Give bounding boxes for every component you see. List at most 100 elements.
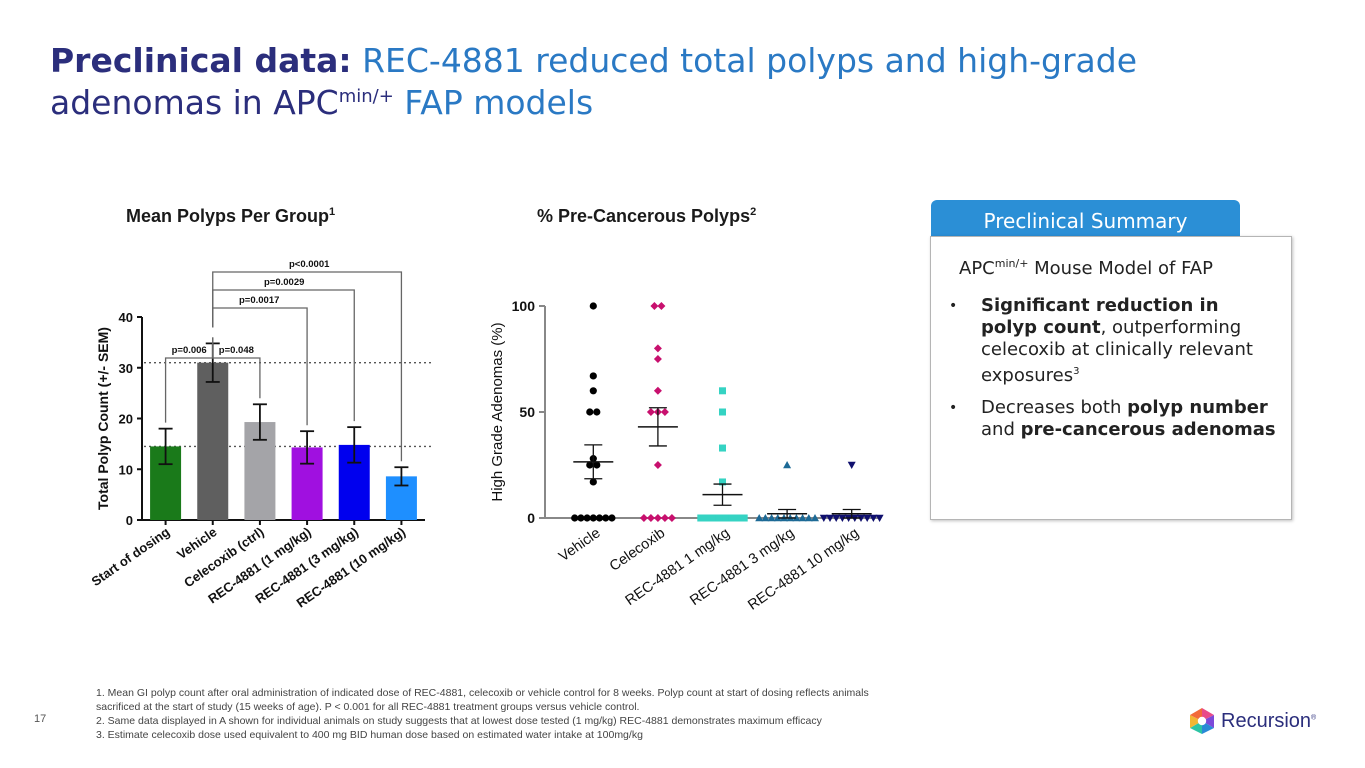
summary-heading-sup: min/+ xyxy=(994,257,1029,270)
scatter-point xyxy=(586,461,594,469)
footnotes: 1. Mean GI polyp count after oral admini… xyxy=(96,686,869,742)
scatter-chart-title-sup: 2 xyxy=(750,206,757,218)
scatter-point xyxy=(657,302,666,310)
summary-heading-a: APC xyxy=(959,258,995,279)
scatter-point xyxy=(577,514,585,522)
footnote-line: 3. Estimate celecoxib dose used equivale… xyxy=(96,729,643,741)
title-line2-sup: min/+ xyxy=(338,86,394,107)
bar-y-tick-label: 40 xyxy=(119,310,133,325)
scatter-point xyxy=(583,514,591,522)
scatter-y-tick-label: 100 xyxy=(512,298,536,314)
title-bold: Preclinical data: xyxy=(50,41,352,80)
scatter-y-tick-label: 0 xyxy=(527,510,535,526)
bullet-1-rest: , outperforming celecoxib at clinically … xyxy=(981,317,1253,386)
summary-heading: APCmin/+ Mouse Model of FAP xyxy=(959,257,1213,279)
footnote-line: sacrificed at the start of study (15 wee… xyxy=(96,701,640,713)
scatter-point xyxy=(703,514,711,522)
summary-bullets: • Significant reduction in polyp count, … xyxy=(949,295,1279,451)
scatter-point xyxy=(653,386,662,395)
logo-registered-mark: ® xyxy=(1311,713,1317,721)
scatter-point xyxy=(740,514,748,522)
scatter-point xyxy=(589,387,597,395)
scatter-point xyxy=(832,514,841,522)
footnote-line: 2. Same data displayed in A shown for in… xyxy=(96,715,822,727)
comparison-bracket xyxy=(212,271,403,462)
bullet-dot: • xyxy=(949,400,958,416)
scatter-point xyxy=(660,514,669,522)
comparison-label: p=0.0029 xyxy=(264,277,304,288)
logo-text: Recursion® xyxy=(1221,710,1316,733)
bar-y-tick-label: 10 xyxy=(119,462,133,477)
scatter-point xyxy=(783,461,792,469)
summary-bullet-2: • Decreases both polyp number and pre-ca… xyxy=(949,397,1279,441)
title-line1: REC-4881 reduced total polyps and high-g… xyxy=(351,41,1138,80)
scatter-point xyxy=(593,408,601,416)
summary-panel: APCmin/+ Mouse Model of FAP • Significan… xyxy=(930,236,1292,520)
scatter-chart-title: % Pre-Cancerous Polyps2 xyxy=(537,206,756,227)
scatter-point xyxy=(653,344,662,353)
scatter-point xyxy=(653,355,662,363)
scatter-point xyxy=(697,514,705,522)
summary-tab: Preclinical Summary xyxy=(931,200,1240,238)
scatter-point xyxy=(819,514,828,522)
bullet-1-bold: Significant reduction in polyp count xyxy=(981,295,1219,338)
scatter-point xyxy=(571,514,579,522)
scatter-point xyxy=(719,444,726,452)
scatter-point xyxy=(773,514,782,522)
recursion-logo: Recursion® xyxy=(1189,706,1316,736)
bar xyxy=(197,362,229,520)
scatter-point xyxy=(589,372,597,380)
bullet-2-bold-2: pre-cancerous adenomas xyxy=(1020,419,1276,440)
bar-y-tick-label: 0 xyxy=(126,513,133,528)
scatter-point xyxy=(728,514,736,522)
scatter-point xyxy=(646,514,655,522)
comparison-label: p<0.0001 xyxy=(289,259,330,270)
bar-y-tick-label: 30 xyxy=(119,361,133,376)
scatter-point xyxy=(761,514,770,522)
bar-chart: 0 10 20 30 40 Total Polyp Count (+/- SEM) Star… xyxy=(89,259,431,611)
scatter-point xyxy=(646,408,655,416)
scatter-point xyxy=(719,408,726,416)
comparison-label: p=0.0017 xyxy=(239,295,279,306)
scatter-point xyxy=(608,514,616,522)
comparison-label: p=0.048 xyxy=(219,345,254,356)
scatter-point xyxy=(595,514,604,522)
scatter-point xyxy=(602,514,610,522)
scatter-point xyxy=(857,514,865,522)
bar-y-tick-label: 20 xyxy=(119,412,133,427)
summary-tab-label: Preclinical Summary xyxy=(983,209,1188,233)
scatter-point xyxy=(767,514,776,522)
page-number: 17 xyxy=(34,713,47,725)
scatter-point xyxy=(653,461,662,469)
scatter-point xyxy=(719,478,726,486)
scatter-point xyxy=(589,514,597,522)
scatter-point xyxy=(838,514,847,522)
scatter-point xyxy=(722,514,730,522)
hexagon-logo-icon xyxy=(1190,708,1214,734)
comparison-bracket xyxy=(212,337,261,399)
scatter-point xyxy=(660,408,669,416)
scatter-chart: 0 50 100 High Grade Adenomas (%) Vehicle Cele… xyxy=(489,298,884,614)
scatter-x-tick-label: REC-4881 10 mg/kg xyxy=(745,525,862,613)
scatter-point xyxy=(667,514,676,522)
scatter-point xyxy=(653,514,662,522)
bar-chart-title-text: Mean Polyps Per Group xyxy=(126,206,330,226)
scatter-point xyxy=(863,514,872,522)
bullet-2-bold-1: polyp number xyxy=(1127,397,1268,418)
scatter-point xyxy=(804,514,813,522)
bar-chart-title: Mean Polyps Per Group1 xyxy=(126,206,335,227)
scatter-point xyxy=(589,478,597,486)
scatter-point xyxy=(798,514,807,522)
scatter-point xyxy=(715,514,723,522)
scatter-point xyxy=(589,302,597,310)
summary-heading-b: Mouse Model of FAP xyxy=(1028,258,1213,279)
scatter-x-tick-label: REC-4881 3 mg/kg xyxy=(687,525,797,609)
scatter-point xyxy=(755,514,764,522)
scatter-x-tick-label: Vehicle xyxy=(556,525,603,565)
comparison-label: p=0.006 xyxy=(172,345,207,356)
title-line2-b: FAP models xyxy=(393,83,594,122)
summary-bullet-1: • Significant reduction in polyp count, … xyxy=(949,295,1279,387)
scatter-x-tick-label: Celecoxib xyxy=(607,525,668,575)
scatter-point xyxy=(719,387,726,395)
